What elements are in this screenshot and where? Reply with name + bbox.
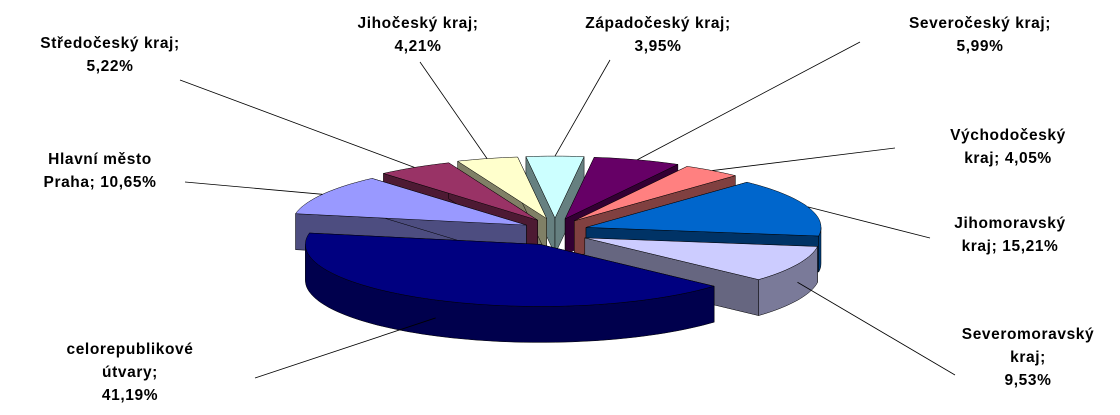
label-separator: ; — [991, 238, 998, 255]
leader-line — [179, 79, 415, 168]
label-separator: ; — [173, 35, 180, 52]
slice-label: celorepublikové útvary; 41,19% — [60, 338, 200, 407]
leader-line — [797, 281, 956, 376]
slice-label: Jihočeský kraj; 4,21% — [353, 12, 483, 58]
leader-line — [637, 41, 861, 161]
slice-label: Západočeský kraj; 3,95% — [578, 12, 738, 58]
value-label: 5,22% — [86, 58, 134, 75]
label-separator: ; — [472, 15, 479, 32]
label-separator: ; — [1045, 15, 1052, 32]
label-separator: ; — [1040, 349, 1046, 366]
value-label: 4,05% — [1004, 150, 1052, 167]
label-separator: ; — [152, 364, 158, 381]
slice-label: Východočeský kraj; 4,05% — [946, 124, 1071, 170]
slice-label: Středočeský kraj; 5,22% — [30, 32, 190, 78]
value-label: 10,65% — [100, 174, 157, 191]
label-separator: ; — [89, 174, 96, 191]
label-separator: ; — [994, 150, 1000, 167]
slice — [564, 157, 679, 220]
label-separator: ; — [724, 15, 731, 32]
category-label: Severočeský kraj — [908, 15, 1046, 32]
slice — [456, 156, 548, 220]
leader-line — [554, 59, 611, 157]
slice-label: Severomoravský kraj; 9,53% — [958, 323, 1098, 392]
category-label: Jihomoravský kraj — [954, 215, 1066, 255]
slice-label: Hlavní město Praha; 10,65% — [33, 148, 168, 194]
category-label: Severomoravský kraj — [961, 326, 1095, 366]
value-label: 15,21% — [1002, 238, 1059, 255]
category-label: Západočeský kraj — [585, 15, 725, 32]
leader-line — [184, 181, 323, 195]
value-label: 4,21% — [394, 38, 442, 55]
value-label: 5,99% — [956, 38, 1004, 55]
leader-line — [712, 147, 896, 171]
leader-line — [807, 206, 931, 239]
value-label: 41,19% — [101, 387, 159, 404]
slice-label: Jihomoravský kraj; 15,21% — [948, 212, 1073, 258]
value-label: 3,95% — [634, 38, 682, 55]
category-label: Středočeský kraj — [40, 35, 174, 52]
category-label: Jihočeský kraj — [357, 15, 473, 32]
category-label: Hlavní město Praha — [43, 151, 152, 191]
category-label: Východočeský kraj — [950, 127, 1066, 167]
category-label: celorepublikové útvary — [66, 341, 194, 381]
slice — [574, 166, 736, 222]
value-label: 9,53% — [1004, 372, 1052, 389]
leader-line — [419, 61, 488, 159]
slice-label: Severočeský kraj; 5,99% — [900, 12, 1060, 58]
slice — [295, 178, 527, 226]
slice — [305, 232, 715, 307]
slice — [585, 181, 822, 237]
slice — [382, 162, 538, 221]
slice — [584, 237, 818, 280]
leader-line — [254, 317, 436, 379]
